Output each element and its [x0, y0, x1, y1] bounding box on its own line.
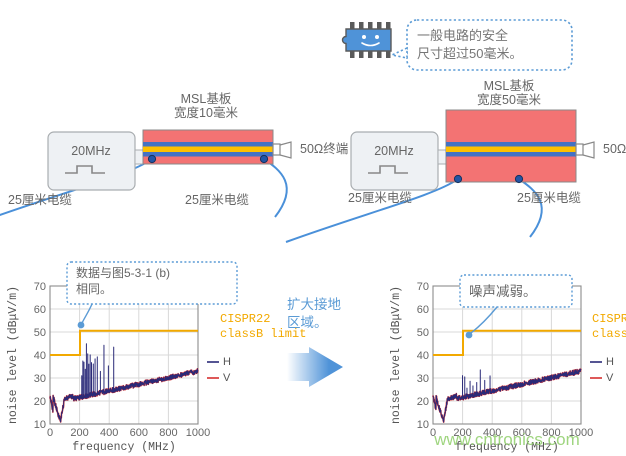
svg-text:10: 10 — [417, 419, 429, 431]
svg-text:70: 70 — [417, 281, 429, 293]
svg-text:V: V — [606, 372, 614, 384]
svg-text:www.cntronics.com: www.cntronics.com — [433, 430, 579, 449]
svg-text:60: 60 — [417, 304, 429, 316]
svg-text:20: 20 — [417, 396, 429, 408]
svg-text:50: 50 — [417, 327, 429, 339]
svg-text:40: 40 — [417, 350, 429, 362]
svg-text:H: H — [606, 356, 614, 368]
svg-text:classB: classB — [592, 327, 626, 341]
svg-text:30: 30 — [417, 373, 429, 385]
svg-text:噪声减弱。: 噪声减弱。 — [469, 284, 537, 299]
svg-text:noise level (dBμV/m): noise level (dBμV/m) — [390, 286, 403, 424]
svg-text:CISPR22: CISPR22 — [592, 312, 626, 326]
